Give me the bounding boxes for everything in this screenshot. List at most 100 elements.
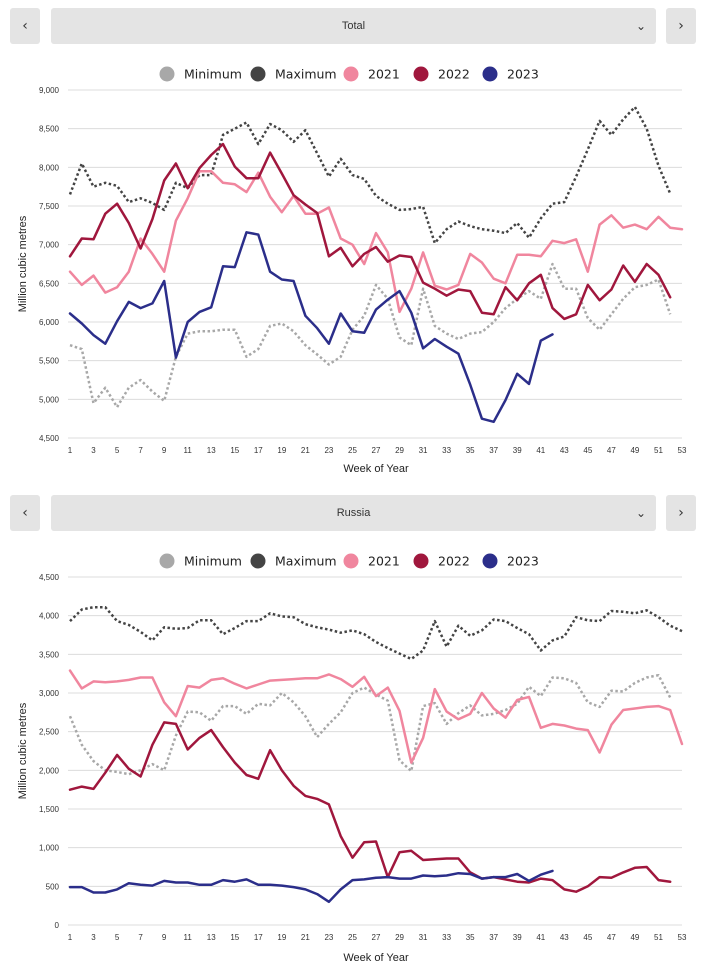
y-tick-label: 5,000	[39, 395, 60, 404]
legend-item-minimum[interactable]: Minimum	[159, 66, 242, 82]
x-tick-label: 17	[254, 446, 263, 455]
region-dropdown[interactable]: Total ⌄	[51, 8, 656, 44]
legend-marker	[413, 66, 429, 82]
legend-label: 2022	[438, 554, 470, 569]
legend-item-maximum[interactable]: Maximum	[250, 553, 337, 569]
x-tick-label: 31	[419, 933, 428, 942]
x-tick-label: 39	[513, 446, 522, 455]
x-tick-label: 47	[607, 446, 616, 455]
x-tick-label: 27	[372, 446, 381, 455]
legend-label: Maximum	[275, 554, 337, 569]
legend-marker	[343, 66, 359, 82]
x-tick-label: 7	[138, 446, 143, 455]
chevron-left-icon[interactable]: ‹	[10, 495, 40, 531]
y-tick-label: 5,500	[39, 357, 60, 366]
x-tick-label: 49	[630, 933, 639, 942]
x-tick-label: 3	[91, 933, 96, 942]
legend-item-2021[interactable]: 2021	[343, 66, 400, 82]
x-tick-label: 1	[68, 446, 73, 455]
x-tick-label: 41	[536, 933, 545, 942]
series-line-maximum	[69, 605, 683, 661]
x-tick-label: 7	[138, 933, 143, 942]
x-tick-label: 31	[419, 446, 428, 455]
y-tick-label: 4,000	[39, 612, 60, 621]
x-tick-label: 13	[207, 933, 216, 942]
x-tick-label: 33	[442, 933, 451, 942]
y-axis-title: Million cubic metres	[17, 215, 29, 312]
x-tick-label: 3	[91, 446, 96, 455]
y-tick-label: 9,000	[39, 86, 60, 95]
x-axis-title: Week of Year	[343, 952, 409, 964]
x-tick-label: 1	[68, 933, 73, 942]
region-dropdown[interactable]: Russia ⌄	[51, 495, 656, 531]
x-tick-label: 11	[184, 933, 193, 942]
legend-item-2022[interactable]: 2022	[413, 66, 470, 82]
legend-item-minimum[interactable]: Minimum	[159, 553, 242, 569]
x-tick-label: 53	[678, 933, 687, 942]
x-tick-label: 21	[301, 446, 310, 455]
total-selector: ‹ Total ⌄ ›	[0, 8, 706, 44]
x-tick-label: 19	[277, 933, 286, 942]
y-axis-title: Million cubic metres	[17, 702, 29, 799]
chevron-down-icon: ⌄	[635, 506, 646, 520]
x-tick-label: 9	[162, 446, 167, 455]
legend-item-2023[interactable]: 2023	[482, 553, 539, 569]
x-tick-label: 51	[654, 933, 663, 942]
legend-item-2022[interactable]: 2022	[413, 553, 470, 569]
legend-marker	[250, 66, 266, 82]
x-tick-label: 45	[583, 446, 592, 455]
y-tick-label: 1,500	[39, 805, 60, 814]
legend-item-2023[interactable]: 2023	[482, 66, 539, 82]
legend-label: 2023	[507, 67, 539, 82]
legend-label: Maximum	[275, 67, 337, 82]
dropdown-value: Russia	[336, 507, 371, 519]
russia-panel: ‹ Russia ⌄ › 4,500 4,000 3,500 3,000 2,500 2,…	[0, 495, 706, 975]
series-line-minimum	[68, 673, 672, 776]
legend-label: Minimum	[184, 67, 242, 82]
chevron-right-icon[interactable]: ›	[666, 495, 696, 531]
legend-marker	[482, 66, 498, 82]
y-tick-label: 7,000	[39, 241, 60, 250]
x-tick-label: 23	[324, 933, 333, 942]
y-tick-label: 8,500	[39, 125, 60, 134]
x-tick-label: 23	[324, 446, 333, 455]
x-tick-label: 27	[372, 933, 381, 942]
legend-marker	[159, 553, 175, 569]
legend-marker	[250, 553, 266, 569]
legend-item-2021[interactable]: 2021	[343, 553, 400, 569]
y-tick-label: 3,500	[39, 650, 60, 659]
total-panel: ‹ Total ⌄ › 9,000 8,500 8,000 7,500 7,000 6,5…	[0, 8, 706, 475]
y-tick-label: 3,000	[39, 689, 60, 698]
russia-selector: ‹ Russia ⌄ ›	[0, 495, 706, 531]
y-tick-label: 4,500	[39, 434, 60, 443]
x-tick-label: 43	[560, 933, 569, 942]
legend-label: Minimum	[184, 554, 242, 569]
series-line-2022	[68, 142, 672, 321]
y-tick-label: 6,000	[39, 318, 60, 327]
chevron-left-icon[interactable]: ‹	[10, 8, 40, 44]
y-tick-label: 7,500	[39, 202, 60, 211]
x-tick-label: 49	[630, 446, 639, 455]
x-tick-label: 29	[395, 933, 404, 942]
x-tick-label: 15	[230, 933, 239, 942]
x-tick-label: 35	[466, 446, 475, 455]
chevron-right-icon[interactable]: ›	[666, 8, 696, 44]
series-line-maximum	[68, 105, 672, 245]
x-tick-label: 51	[654, 446, 663, 455]
x-tick-label: 11	[184, 446, 193, 455]
dropdown-value: Total	[341, 20, 366, 32]
series-line-2022	[68, 721, 672, 893]
legend-item-maximum[interactable]: Maximum	[250, 66, 337, 82]
x-tick-label: 19	[277, 446, 286, 455]
x-tick-label: 37	[489, 446, 498, 455]
series-line-2023	[68, 231, 554, 424]
series-line-2021	[68, 669, 684, 764]
series-line-2021	[68, 169, 684, 314]
legend-label: 2022	[438, 67, 470, 82]
x-tick-label: 5	[115, 446, 120, 455]
legend-label: 2021	[368, 554, 400, 569]
x-tick-label: 17	[254, 933, 263, 942]
russia-chart: 4,500 4,000 3,500 3,000 2,500 2,000 1,500 1,000…	[17, 553, 687, 964]
x-tick-label: 47	[607, 933, 616, 942]
x-tick-label: 29	[395, 446, 404, 455]
